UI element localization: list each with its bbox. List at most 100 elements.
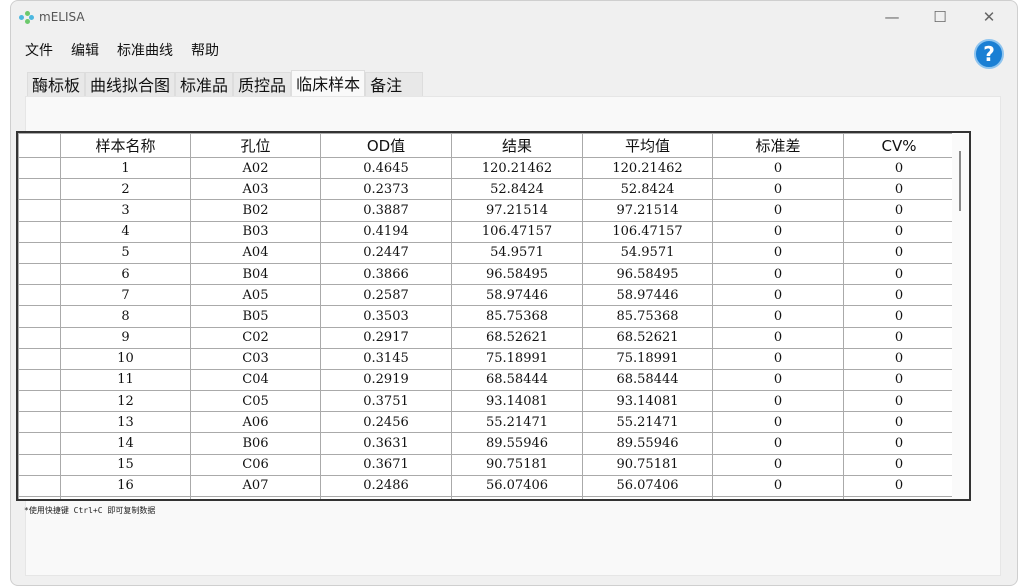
row-header[interactable] <box>18 368 61 392</box>
table-cell[interactable]: C05 <box>190 390 321 413</box>
table-cell[interactable]: 0 <box>712 305 844 328</box>
table-cell[interactable]: 120.21462 <box>582 156 713 180</box>
table-cell[interactable]: 8 <box>60 305 191 328</box>
table-cell[interactable]: 0 <box>843 411 955 434</box>
row-header[interactable] <box>18 326 61 349</box>
row-header[interactable] <box>18 411 61 434</box>
table-cell[interactable]: 0 <box>843 305 955 328</box>
row-header[interactable] <box>18 347 61 370</box>
table-cell[interactable]: 0.2456 <box>320 411 452 434</box>
table-cell[interactable]: B02 <box>190 199 321 222</box>
table-cell[interactable]: 58.97446 <box>582 284 713 307</box>
table-cell[interactable]: B03 <box>190 220 321 243</box>
table-cell[interactable]: C06 <box>190 453 321 476</box>
table-cell[interactable]: 0.4645 <box>320 156 452 180</box>
tab-notes[interactable]: 备注 <box>365 72 424 97</box>
table-cell[interactable]: 52.8424 <box>451 178 583 201</box>
row-header[interactable] <box>18 305 61 328</box>
table-row[interactable]: 9 C02 0.2917 68.52621 68.52621 0 0 <box>18 326 955 349</box>
table-cell[interactable]: 0 <box>712 241 844 264</box>
table-cell[interactable]: 85.75368 <box>582 305 713 328</box>
row-header[interactable] <box>18 453 61 476</box>
table-cell[interactable]: B04 <box>190 262 321 286</box>
table-row[interactable]: 6 B04 0.3866 96.58495 96.58495 0 0 <box>18 262 955 286</box>
table-row[interactable]: 1 A02 0.4645 120.21462 120.21462 0 0 <box>18 156 955 180</box>
table-cell[interactable]: 0 <box>843 178 955 201</box>
table-cell[interactable]: 0.4194 <box>320 220 452 243</box>
table-cell[interactable]: 0 <box>843 432 955 455</box>
table-cell[interactable]: 75.18991 <box>582 347 713 370</box>
table-cell[interactable]: 0.3503 <box>320 305 452 328</box>
table-cell[interactable]: 0.2486 <box>320 474 452 498</box>
table-cell[interactable]: 0 <box>843 390 955 413</box>
row-header[interactable] <box>18 390 61 413</box>
table-cell[interactable]: 10 <box>60 347 191 370</box>
row-header[interactable] <box>18 474 61 498</box>
table-cell[interactable]: 14 <box>60 432 191 455</box>
table-cell[interactable]: 90.75181 <box>582 453 713 476</box>
row-header[interactable] <box>18 178 61 201</box>
table-cell[interactable]: 68.52621 <box>451 326 583 349</box>
table-cell[interactable]: 6 <box>60 262 191 286</box>
table-cell[interactable]: 0.2447 <box>320 241 452 264</box>
table-cell[interactable]: A07 <box>190 474 321 498</box>
table-cell[interactable]: 89.55946 <box>451 432 583 455</box>
table-cell[interactable]: 9 <box>60 326 191 349</box>
row-header[interactable] <box>18 156 61 180</box>
table-cell[interactable]: 0 <box>843 241 955 264</box>
table-cell[interactable]: 0 <box>712 432 844 455</box>
row-header[interactable] <box>18 284 61 307</box>
table-cell[interactable]: 0 <box>712 262 844 286</box>
table-cell[interactable]: 0 <box>712 368 844 392</box>
table-row[interactable]: 10 C03 0.3145 75.18991 75.18991 0 0 <box>18 347 955 370</box>
table-row[interactable]: 7 A05 0.2587 58.97446 58.97446 0 0 <box>18 284 955 307</box>
table-cell[interactable]: 2 <box>60 178 191 201</box>
table-cell[interactable]: A04 <box>190 241 321 264</box>
menu-help[interactable]: 帮助 <box>191 43 219 59</box>
help-icon[interactable]: ? <box>974 39 1004 69</box>
column-header[interactable]: 平均值 <box>582 133 713 158</box>
table-cell[interactable]: A03 <box>190 178 321 201</box>
table-cell[interactable]: 0 <box>712 156 844 180</box>
table-cell[interactable]: 0 <box>712 199 844 222</box>
row-header[interactable] <box>18 262 61 286</box>
table-cell[interactable]: 89.55946 <box>582 432 713 455</box>
tab-controls[interactable]: 质控品 <box>233 72 292 97</box>
table-cell[interactable]: 0 <box>712 390 844 413</box>
table-cell[interactable]: 96.58495 <box>582 262 713 286</box>
table-cell[interactable]: 0 <box>843 347 955 370</box>
row-header[interactable] <box>18 199 61 222</box>
close-button[interactable]: ✕ <box>982 8 996 26</box>
tab-plate[interactable]: 酶标板 <box>27 72 86 97</box>
row-header[interactable] <box>18 432 61 455</box>
column-header[interactable]: 结果 <box>451 133 583 158</box>
table-cell[interactable]: 106.47157 <box>451 220 583 243</box>
table-cell[interactable]: 97.21514 <box>451 199 583 222</box>
table-row[interactable]: 3 B02 0.3887 97.21514 97.21514 0 0 <box>18 199 955 222</box>
table-row[interactable]: 2 A03 0.2373 52.8424 52.8424 0 0 <box>18 178 955 201</box>
table-cell[interactable]: 75.18991 <box>451 347 583 370</box>
tab-standards[interactable]: 标准品 <box>175 72 234 97</box>
table-cell[interactable]: A05 <box>190 284 321 307</box>
table-cell[interactable]: 54.9571 <box>451 241 583 264</box>
table-cell[interactable]: 55.21471 <box>451 411 583 434</box>
table-cell[interactable]: 0 <box>843 474 955 498</box>
minimize-button[interactable]: — <box>884 8 900 26</box>
table-cell[interactable]: 120.21462 <box>451 156 583 180</box>
table-cell[interactable]: 0.2919 <box>320 368 452 392</box>
column-header[interactable]: CV% <box>843 133 955 158</box>
table-cell[interactable]: 0 <box>843 220 955 243</box>
table-cell[interactable]: 16 <box>60 474 191 498</box>
table-cell[interactable]: 52.8424 <box>582 178 713 201</box>
scrollbar-thumb[interactable] <box>959 151 961 211</box>
table-cell[interactable]: 93.14081 <box>451 390 583 413</box>
table-cell[interactable]: 0.3866 <box>320 262 452 286</box>
table-cell[interactable]: A02 <box>190 156 321 180</box>
table-cell[interactable]: 0 <box>712 326 844 349</box>
table-cell[interactable]: 0 <box>843 284 955 307</box>
table-cell[interactable]: 0 <box>712 220 844 243</box>
maximize-button[interactable]: ☐ <box>933 8 947 26</box>
column-header[interactable]: 孔位 <box>190 133 321 158</box>
table-cell[interactable]: 58.97446 <box>451 284 583 307</box>
table-cell[interactable]: 0.2917 <box>320 326 452 349</box>
